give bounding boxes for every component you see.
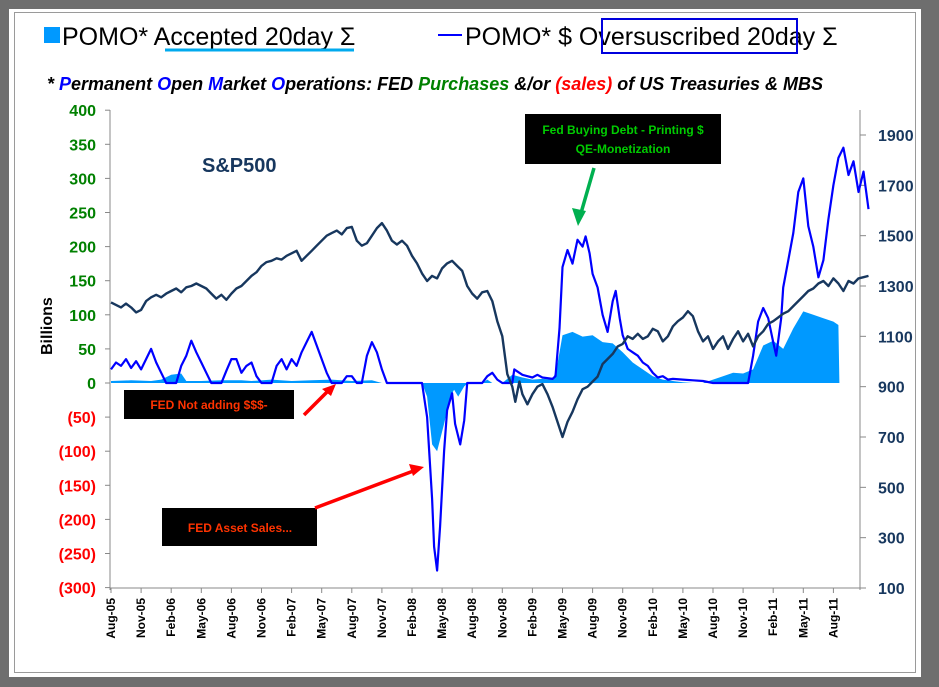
x-tick-label: Aug-09 [586,598,600,639]
arrowhead-icon [572,208,586,226]
left-tick-label: 50 [78,342,96,359]
series-line-sp500 [110,221,869,439]
left-tick-label: (250) [59,547,96,564]
x-tick-label: Nov-08 [495,598,509,638]
x-tick-label: Feb-07 [285,598,299,637]
left-tick-label: (50) [68,410,96,427]
red-arrow-icon [314,468,417,510]
subtitle-part: M [208,74,224,94]
legend-label-prefix: POMO* $ [465,23,579,51]
x-tick-label: Nov-09 [616,598,630,638]
sp500-label: S&P500 [202,155,277,177]
x-tick-label: May-10 [676,598,690,639]
x-tick-label: Feb-09 [525,598,539,637]
subtitle-star: * [47,74,59,94]
left-tick-label: 350 [69,137,96,154]
right-tick-label: 700 [878,430,905,447]
legend-swatch-accepted [44,27,60,43]
annotation-box [525,114,721,164]
x-tick-label: Aug-08 [465,598,479,639]
x-tick-label: Feb-11 [766,598,780,636]
annotation-text: FED Asset Sales... [188,521,292,535]
legend-highlight-box [601,18,798,54]
left-tick-label: 400 [69,103,96,120]
subtitle-part: O [271,74,285,94]
left-tick-label: 300 [69,171,96,188]
legend-label-suffix: 20day Σ [740,23,837,51]
x-tick-label: Nov-10 [736,598,750,638]
x-tick-label: Feb-06 [164,598,178,637]
annotation-box [162,508,317,546]
right-tick-label: 900 [878,380,905,397]
x-tick-label: Aug-06 [224,598,238,639]
x-tick-label: Feb-08 [405,598,419,637]
left-tick-label: 100 [69,308,96,325]
x-tick-label: Nov-05 [134,598,148,638]
x-tick-label: Nov-06 [255,598,269,638]
annotation-asset-sales: FED Asset Sales... [162,464,424,546]
subtitle-part: Purchases [418,74,509,94]
left-tick-label: (100) [59,444,96,461]
legend: POMO* Accepted 20day Σ POMO* $ Oversuscr… [44,18,838,54]
x-tick-label: Aug-10 [706,598,720,639]
legend-label-oversubscribed: POMO* $ Oversuscribed 20day Σ [465,23,838,51]
subtitle-part: perations: FED [284,74,418,94]
arrowhead-icon [409,464,424,476]
subtitle-part: O [157,74,171,94]
chart-frame [14,12,916,673]
subtitle-part: P [59,74,72,94]
x-tick-label: Nov-07 [375,598,389,638]
right-tick-label: 500 [878,480,905,497]
legend-label-accepted: POMO* Accepted 20day Σ [62,23,355,51]
subtitle-part: arket [223,74,271,94]
green-arrow-icon [579,167,596,214]
subtitle-part: of US Treasuries & MBS [612,74,823,94]
subtitle-part: (sales) [555,74,612,94]
right-tick-label: 300 [878,531,905,548]
subtitle: * Permanent Open Market Operations: FED … [47,74,823,94]
annotation-qe: Fed Buying Debt - Printing $ QE-Monetiza… [525,114,721,226]
series-line-pomo-oversubscribed [110,146,870,572]
x-tick-label: May-06 [194,598,208,639]
series-area-pomo-accepted [111,311,840,452]
left-tick-label: (300) [59,581,96,598]
annotation-text-line1: Fed Buying Debt - Printing $ [542,123,704,137]
right-tick-label: 1900 [878,128,914,145]
right-tick-label: 1100 [878,329,913,346]
left-tick-label: (150) [59,478,96,495]
right-tick-label: 100 [878,581,905,598]
x-tick-label: Aug-07 [345,598,359,639]
annotation-text-line2: QE-Monetization [576,142,671,156]
left-tick-label: 200 [69,240,96,257]
x-tick-label: May-07 [315,598,329,639]
annotation-not-adding: FED Not adding $$$- [124,384,336,419]
x-tick-label: Feb-10 [646,598,660,637]
subtitle-part: ermanent [71,74,157,94]
annotation-text: FED Not adding $$$- [150,398,267,412]
left-tick-label: 150 [69,274,96,291]
left-tick-label: (200) [59,512,96,529]
x-tick-label: Aug-05 [104,598,118,639]
legend-label-boxed: Oversuscribed [579,23,740,51]
x-tick-label: May-11 [796,598,810,638]
right-tick-label: 1500 [878,229,914,246]
left-tick-label: 0 [87,376,96,393]
subtitle-part: &/or [509,74,555,94]
annotation-box [124,390,294,419]
x-tick-label: May-09 [556,598,570,639]
subtitle-part: pen [170,74,208,94]
x-tick-label: Aug-11 [826,598,840,638]
right-tick-label: 1700 [878,178,914,195]
x-tick-label: May-08 [435,598,449,639]
right-tick-label: 1300 [878,279,914,296]
left-tick-label: 250 [69,206,96,223]
arrowhead-icon [322,384,336,396]
y-axis-label: Billions [39,297,56,355]
